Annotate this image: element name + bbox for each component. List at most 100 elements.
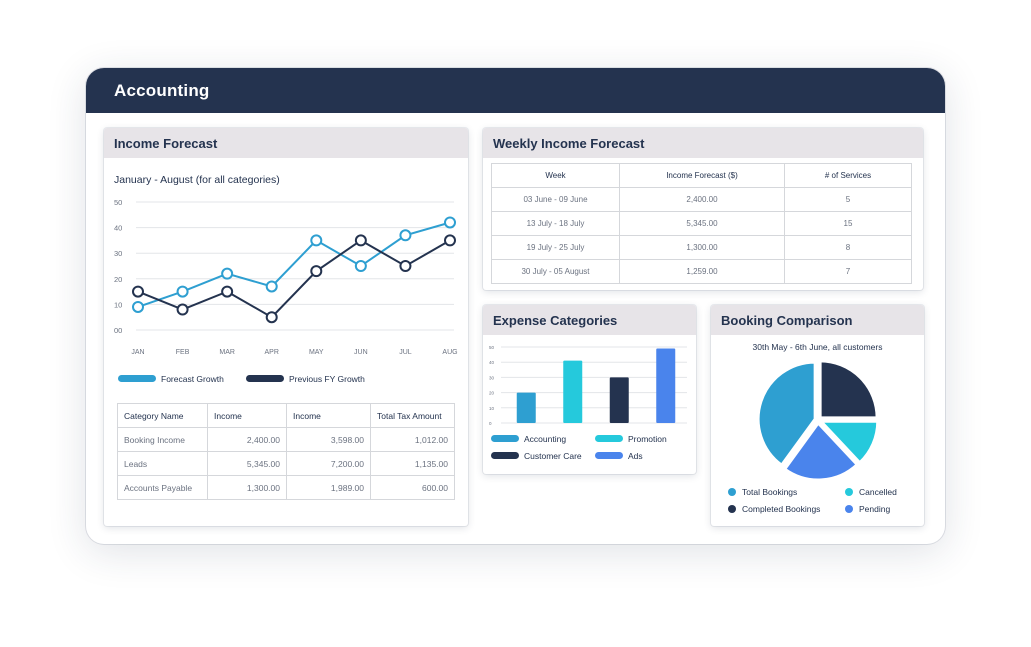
weekly-forecast-table: Week Income Forecast ($) # of Services 0… [491, 163, 912, 284]
table-cell: 19 July - 25 July [491, 235, 620, 260]
y-tick-label: 10 [489, 406, 495, 411]
table-cell: 5,345.00 [207, 451, 287, 476]
data-point [176, 303, 189, 316]
data-point [354, 234, 367, 247]
income-forecast-card: Income Forecast January - August (for al… [104, 128, 468, 526]
data-point [444, 234, 456, 247]
weekly-forecast-title: Weekly Income Forecast [493, 136, 645, 151]
table-cell: 2,400.00 [207, 427, 287, 452]
column-header: Week [491, 163, 620, 188]
legend-dot-completed-bookings [728, 505, 736, 513]
data-point [444, 216, 456, 229]
table-row: 03 June - 09 June 2,400.00 5 [491, 187, 912, 212]
expense-categories-header: Expense Categories [483, 305, 696, 335]
table-cell: 600.00 [370, 475, 455, 500]
pie-slice [782, 420, 860, 482]
legend-label-accounting: Accounting [524, 434, 567, 444]
table-cell: 15 [784, 211, 912, 236]
table-row: 19 July - 25 July 1,300.00 8 [491, 235, 912, 260]
booking-comparison-title: Booking Comparison [721, 313, 853, 328]
table-cell: 7,200.00 [286, 451, 371, 476]
table-cell: 1,300.00 [619, 235, 785, 260]
legend-swatch-ads [595, 452, 623, 459]
y-tick-label: 20 [114, 275, 122, 284]
data-point [132, 300, 144, 313]
y-tick-label: 50 [114, 198, 122, 207]
data-point [132, 285, 144, 298]
table-cell: Accounts Payable [117, 475, 208, 500]
legend-label-promotion: Promotion [628, 434, 667, 444]
bar [609, 377, 629, 423]
x-tick-label: AUG [442, 349, 457, 356]
x-tick-label: FEB [176, 349, 190, 356]
column-header: Category Name [117, 403, 208, 428]
table-cell: 5 [784, 187, 912, 212]
data-point [310, 234, 323, 247]
x-tick-label: JUL [399, 349, 412, 356]
y-tick-label: 50 [489, 345, 495, 350]
data-point [265, 311, 278, 324]
series-line [137, 239, 451, 319]
y-tick-label: 00 [114, 326, 122, 335]
y-tick-label: 20 [489, 391, 495, 396]
legend-label-ads: Ads [628, 451, 643, 461]
bar [516, 392, 536, 423]
weekly-forecast-header: Weekly Income Forecast [483, 128, 923, 158]
y-tick-label: 30 [489, 375, 495, 380]
y-tick-label: 40 [114, 224, 122, 233]
table-cell: 13 July - 18 July [491, 211, 620, 236]
data-point [176, 285, 189, 298]
booking-comparison-card: Booking Comparison 30th May - 6th June, … [711, 305, 924, 526]
legend-label-completed-bookings: Completed Bookings [742, 504, 821, 514]
table-cell: 03 June - 09 June [491, 187, 620, 212]
table-row: 30 July - 05 August 1,259.00 7 [491, 259, 912, 284]
legend-dot-total-bookings [728, 488, 736, 496]
table-cell: 2,400.00 [619, 187, 785, 212]
legend-swatch-forecast [118, 375, 156, 382]
bar [656, 348, 676, 423]
y-tick-label: 40 [489, 360, 495, 365]
expense-categories-title: Expense Categories [493, 313, 618, 328]
table-cell: 8 [784, 235, 912, 260]
table-cell: 1,300.00 [207, 475, 287, 500]
column-header: Income Forecast ($) [619, 163, 785, 188]
income-forecast-title: Income Forecast [114, 136, 218, 151]
x-tick-label: JAN [131, 349, 144, 356]
y-tick-label: 30 [114, 249, 122, 258]
table-header-row: Week Income Forecast ($) # of Services [491, 163, 912, 188]
table-cell: 1,989.00 [286, 475, 371, 500]
column-header: # of Services [784, 163, 912, 188]
table-row: 13 July - 18 July 5,345.00 15 [491, 211, 912, 236]
legend-dot-cancelled [845, 488, 853, 496]
legend-swatch-previous [246, 375, 284, 382]
income-line-chart: 50 40 30 20 10 00 JAN FEB MAR APR MAY JUN JUL AUG [114, 198, 458, 356]
pie-slice [817, 419, 880, 465]
data-point [221, 267, 234, 280]
income-forecast-subtitle: January - August (for all categories) [114, 174, 280, 186]
bar [563, 360, 583, 423]
table-cell: 3,598.00 [286, 427, 371, 452]
data-point [354, 260, 367, 272]
table-cell: 7 [784, 259, 912, 284]
legend-label-pending: Pending [859, 504, 891, 514]
x-tick-label: MAR [219, 349, 235, 356]
column-header: Income [207, 403, 287, 428]
booking-pie-chart [756, 359, 880, 482]
booking-comparison-header: Booking Comparison [711, 305, 924, 335]
y-tick-label: 0 [489, 421, 492, 426]
data-point [310, 265, 323, 278]
data-point [221, 285, 234, 298]
expense-bar-chart: 50 40 30 20 10 0 [489, 345, 687, 426]
legend-label-cancelled: Cancelled [859, 487, 897, 497]
legend-swatch-accounting [491, 435, 519, 442]
table-cell: 1,012.00 [370, 427, 455, 452]
legend-label-total-bookings: Total Bookings [742, 487, 798, 497]
x-tick-label: JUN [354, 349, 368, 356]
data-point [265, 280, 278, 293]
table-header-row: Category Name Income Income Total Tax Am… [117, 403, 455, 428]
series-line [137, 221, 451, 308]
x-tick-label: APR [265, 349, 279, 356]
column-header: Income [286, 403, 371, 428]
table-cell: Booking Income [117, 427, 208, 452]
table-row: Booking Income 2,400.00 3,598.00 1,012.0… [117, 427, 455, 452]
